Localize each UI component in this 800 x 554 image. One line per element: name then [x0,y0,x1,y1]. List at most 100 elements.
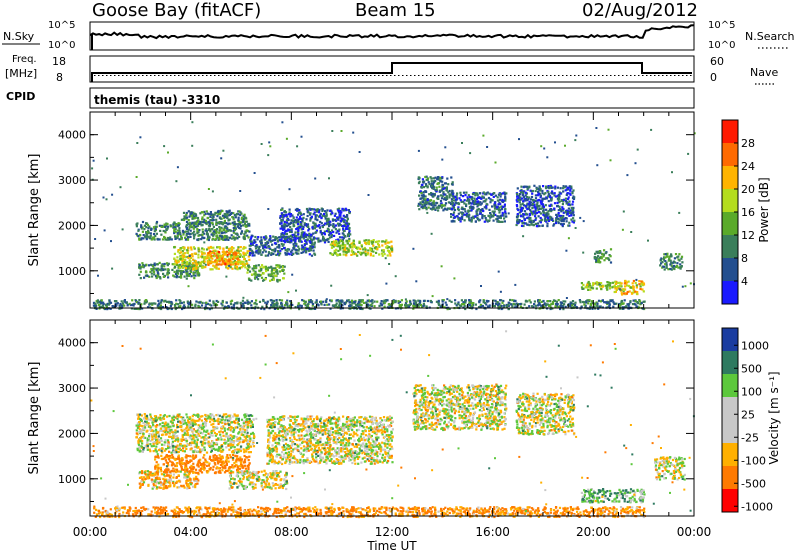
power-data-cell [526,300,529,303]
power-data-cell [293,224,296,227]
power-data-cell [484,217,487,220]
power-data-cell [571,304,574,307]
power-data-cell [519,203,522,206]
power-data-cell [133,302,136,305]
power-data-cell [136,222,139,225]
power-data-cell [255,264,258,267]
noise-tick-low-left: 10^0 [48,40,75,51]
power-data-cell [452,199,456,202]
power-data-cell [215,252,219,256]
power-data-cell [538,224,541,228]
power-data-cell [183,216,187,219]
power-data-cell [160,307,163,311]
power-data-cell [224,253,228,256]
power-data-cell [225,235,228,238]
power-data-cell [233,228,236,231]
power-data-cell [502,214,505,217]
power-data-cell [665,261,668,264]
power-data-cell [526,208,529,211]
velocity-data-cell [144,470,147,473]
power-data-cell [281,266,284,269]
power-data-cell [302,232,306,235]
power-data-cell [544,204,547,207]
power-data-cell [142,234,145,237]
power-data-cell [565,193,568,196]
power-data-cell [209,211,212,214]
power-data-cell [447,201,450,204]
power-data-cell [482,200,485,203]
power-data-cell [190,268,193,271]
power-data-cell [436,177,439,180]
power-data-cell [149,306,152,309]
power-data-cell [283,232,286,235]
velocity-data-cell [160,483,163,487]
power-data-cell [579,301,582,304]
power-data-cell [367,249,370,252]
power-data-cell [212,300,215,303]
power-data-cell [483,215,486,218]
power-data-cell [468,195,472,198]
power-data-cell [183,258,187,261]
power-data-cell [249,251,252,254]
power-data-cell [426,198,429,202]
power-data-cell [462,301,465,304]
power-data-cell [154,227,157,231]
power-data-cell [485,299,488,302]
power-data-cell [232,212,235,215]
power-data-cell [540,300,543,303]
power-data-cell [426,299,429,303]
power-data-cell [283,272,286,275]
power-data-cell [264,242,267,245]
power-data-cell [291,236,294,239]
velocity-data-cell [169,479,172,482]
power-data-cell [572,302,575,306]
power-data-cell [363,239,366,242]
velocity-data-cell [193,480,196,483]
power-data-cell [384,240,387,243]
power-data-cell [561,305,564,308]
power-data-cell [383,302,386,305]
power-data-cell [248,266,251,269]
power-data-cell [634,303,637,306]
power-data-cell [520,215,523,218]
velocity-data-cell [175,481,178,484]
power-data-cell [431,183,435,186]
power-data-cell [342,230,345,233]
power-data-cell [609,300,613,303]
power-data-cell [277,265,280,268]
power-data-cell [287,235,290,238]
power-data-cell [201,301,204,304]
power-data-cell [250,236,253,239]
power-data-cell [534,217,538,220]
power-data-cell [338,236,342,239]
power-data-cell [181,254,184,257]
power-data-cell [595,258,598,261]
power-data-cell [465,213,468,216]
power-data-cell [422,181,425,184]
power-data-cell [568,214,571,217]
power-data-cell [244,220,247,223]
power-data-cell [454,302,457,305]
power-data-cell [496,199,499,202]
power-data-cell [193,215,196,218]
power-data-cell [532,204,535,207]
power-data-cell [665,266,668,269]
power-data-cell [597,307,600,310]
power-data-cell [557,213,560,216]
power-data-cell [450,300,453,303]
power-data-cell [463,219,466,222]
power-data-cell [230,256,233,260]
power-data-cell [154,275,158,278]
power-data-cell [671,265,674,268]
power-data-cell [281,244,284,247]
power-data-cell [509,298,512,302]
power-data-cell [218,263,221,266]
power-data-cell [216,221,219,224]
power-data-cell [420,205,423,209]
power-data-cell [450,200,453,203]
power-data-cell [603,301,606,304]
power-data-cell [216,254,219,257]
power-data-cell [532,199,535,202]
power-data-cell [448,307,451,310]
velocity-data-cell [184,475,187,478]
